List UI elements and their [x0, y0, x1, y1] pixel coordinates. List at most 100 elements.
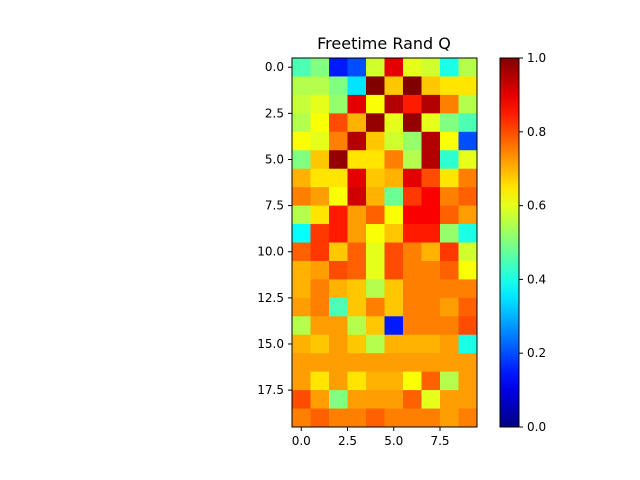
- heatmap-cell: [292, 334, 311, 354]
- heatmap-cell: [329, 408, 348, 428]
- heatmap-cell: [384, 260, 404, 280]
- heatmap-cell: [329, 224, 348, 243]
- heatmap-cell: [310, 260, 330, 280]
- heatmap-cell: [403, 242, 422, 262]
- heatmap-cell: [310, 94, 330, 114]
- heatmap-cell: [347, 334, 367, 354]
- heatmap-cell: [329, 113, 348, 133]
- heatmap-cell: [310, 390, 330, 409]
- x-tick-label: 5.0: [384, 434, 403, 448]
- heatmap-cell: [440, 408, 459, 428]
- heatmap-cell: [329, 260, 348, 280]
- y-axis: 0.0 2.5 5.0 7.5 10.0 12.5 15.0 17.5: [257, 60, 292, 397]
- heatmap-cell: [458, 242, 478, 262]
- heatmap-cell: [421, 205, 441, 225]
- y-tick-label: 12.5: [257, 291, 284, 305]
- heatmap-cell: [292, 390, 311, 409]
- heatmap-cell: [329, 353, 348, 373]
- heatmap-cell: [366, 371, 385, 391]
- heatmap-cell: [384, 297, 404, 317]
- heatmap-cell: [403, 131, 422, 151]
- heatmap-cell: [440, 131, 459, 151]
- heatmap-cell: [421, 316, 441, 336]
- heatmap-cell: [458, 187, 478, 206]
- heatmap-cell: [366, 58, 385, 77]
- heatmap-cells: [292, 58, 478, 428]
- heatmap-cell: [440, 242, 459, 262]
- heatmap-cell: [440, 58, 459, 77]
- heatmap-cell: [440, 76, 459, 96]
- heatmap-cell: [440, 297, 459, 317]
- heatmap-cell: [421, 150, 441, 170]
- heatmap-cell: [347, 408, 367, 428]
- heatmap-cell: [329, 94, 348, 114]
- heatmap-cell: [329, 187, 348, 206]
- heatmap-cell: [421, 113, 441, 133]
- heatmap-cell: [347, 58, 367, 77]
- heatmap-cell: [366, 297, 385, 317]
- heatmap-cell: [366, 187, 385, 206]
- heatmap-cell: [347, 131, 367, 151]
- heatmap-cell: [458, 297, 478, 317]
- heatmap-cell: [384, 113, 404, 133]
- heatmap-cell: [403, 205, 422, 225]
- heatmap-cell: [329, 371, 348, 391]
- colorbar-tick-label: 0.0: [527, 420, 546, 434]
- heatmap-cell: [366, 334, 385, 354]
- heatmap-cell: [403, 334, 422, 354]
- heatmap-cell: [403, 371, 422, 391]
- heatmap-cell: [403, 297, 422, 317]
- heatmap-cell: [310, 371, 330, 391]
- heatmap-cell: [403, 279, 422, 299]
- heatmap-cell: [366, 408, 385, 428]
- x-tick-label: 7.5: [430, 434, 449, 448]
- heatmap-cell: [440, 205, 459, 225]
- heatmap-cell: [403, 316, 422, 336]
- plot-frame: [291, 57, 478, 428]
- heatmap-cell: [310, 187, 330, 206]
- heatmap-cell: [384, 58, 404, 77]
- heatmap-cell: [421, 353, 441, 373]
- heatmap-cell: [440, 353, 459, 373]
- heatmap-cell: [329, 76, 348, 96]
- heatmap-cell: [366, 168, 385, 188]
- heatmap-cell: [458, 316, 478, 336]
- heatmap-cell: [458, 224, 478, 243]
- heatmap-cell: [384, 390, 404, 409]
- heatmap-cell: [458, 390, 478, 409]
- heatmap-cell: [292, 58, 311, 77]
- heatmap-cell: [329, 205, 348, 225]
- heatmap-cell: [384, 224, 404, 243]
- heatmap-cell: [310, 279, 330, 299]
- y-tick-label: 0.0: [265, 60, 284, 74]
- heatmap-cell: [366, 150, 385, 170]
- heatmap-cell: [421, 390, 441, 409]
- heatmap-cell: [421, 58, 441, 77]
- heatmap-cell: [384, 205, 404, 225]
- heatmap-cell: [347, 168, 367, 188]
- heatmap-cell: [421, 408, 441, 428]
- heatmap-cell: [292, 224, 311, 243]
- heatmap-cell: [310, 76, 330, 96]
- heatmap-cell: [440, 113, 459, 133]
- heatmap-cell: [403, 260, 422, 280]
- heatmap-cell: [421, 279, 441, 299]
- heatmap-cell: [421, 76, 441, 96]
- heatmap-cell: [403, 94, 422, 114]
- heatmap-cell: [384, 408, 404, 428]
- heatmap-cell: [292, 205, 311, 225]
- heatmap-cell: [366, 260, 385, 280]
- heatmap-cell: [310, 131, 330, 151]
- heatmap-cell: [403, 187, 422, 206]
- heatmap-cell: [440, 260, 459, 280]
- heatmap-cell: [310, 224, 330, 243]
- heatmap-cell: [384, 150, 404, 170]
- heatmap-cell: [366, 131, 385, 151]
- heatmap-cell: [292, 408, 311, 428]
- heatmap-cell: [329, 334, 348, 354]
- heatmap-cell: [421, 371, 441, 391]
- heatmap-cell: [366, 76, 385, 96]
- heatmap-cell: [292, 131, 311, 151]
- heatmap-cell: [366, 205, 385, 225]
